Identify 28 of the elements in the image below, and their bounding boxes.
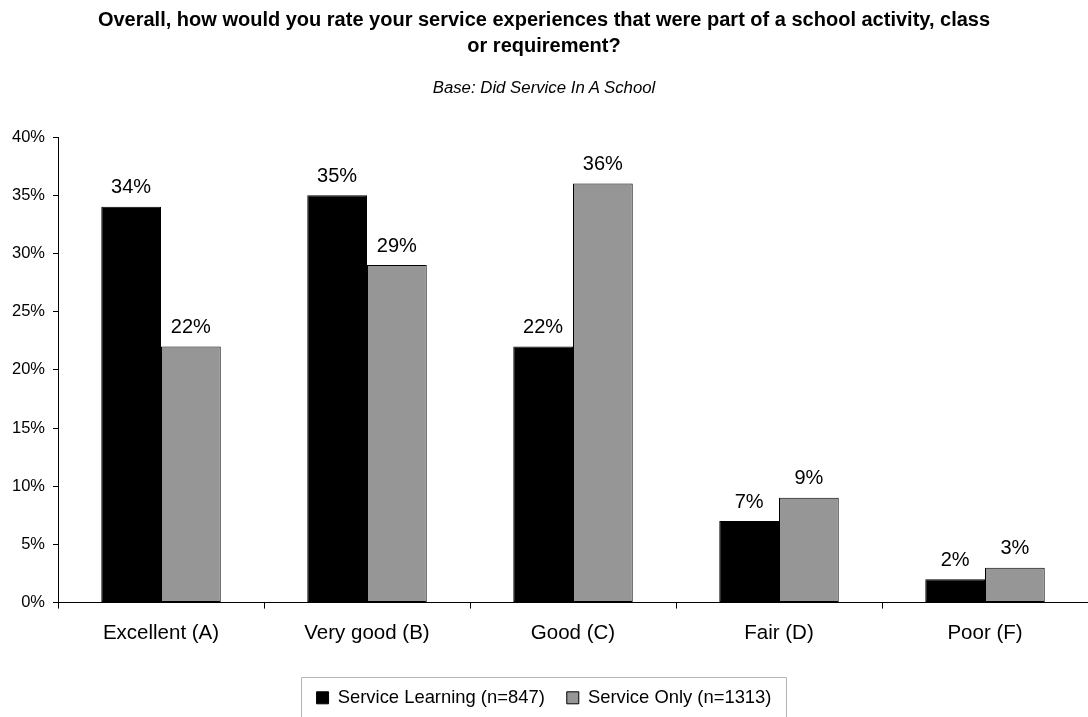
y-tick-label: 0% [21, 592, 46, 611]
data-label: 9% [794, 466, 824, 489]
y-tick-label: 40% [11, 126, 46, 145]
y-tick-label: 10% [11, 475, 46, 494]
x-tick-label: Very good (B) [304, 619, 430, 643]
chart-title: Overall, how would you rate your service experiences that were part of a school activity, class or requirement? [96, 7, 992, 58]
y-tick-label: 30% [11, 242, 46, 261]
x-tick-label: Good (C) [530, 619, 616, 643]
y-tick-label: 35% [11, 184, 46, 203]
data-label: 22% [523, 315, 564, 338]
y-tick-label: 20% [11, 359, 46, 378]
data-label: 3% [1000, 536, 1030, 559]
data-label: 2% [940, 547, 970, 570]
data-label: 22% [170, 315, 212, 338]
data-label: 34% [111, 175, 152, 198]
data-label: 7% [734, 489, 764, 512]
y-tick-label: 15% [11, 417, 46, 436]
data-label: 36% [582, 152, 624, 175]
legend-label: Service Only (n=1313) [587, 685, 772, 707]
x-tick-label: Fair (D) [744, 619, 814, 643]
legend-label: Service Learning (n=847) [337, 685, 545, 707]
data-label: 29% [376, 233, 418, 256]
y-tick-label: 5% [21, 533, 46, 552]
x-tick-label: Excellent (A) [102, 619, 220, 643]
chart-subtitle: Base: Did Service In A School [431, 78, 657, 98]
x-tick-label: Poor (F) [947, 619, 1023, 643]
data-label: 35% [317, 163, 358, 186]
y-tick-label: 25% [11, 301, 46, 320]
